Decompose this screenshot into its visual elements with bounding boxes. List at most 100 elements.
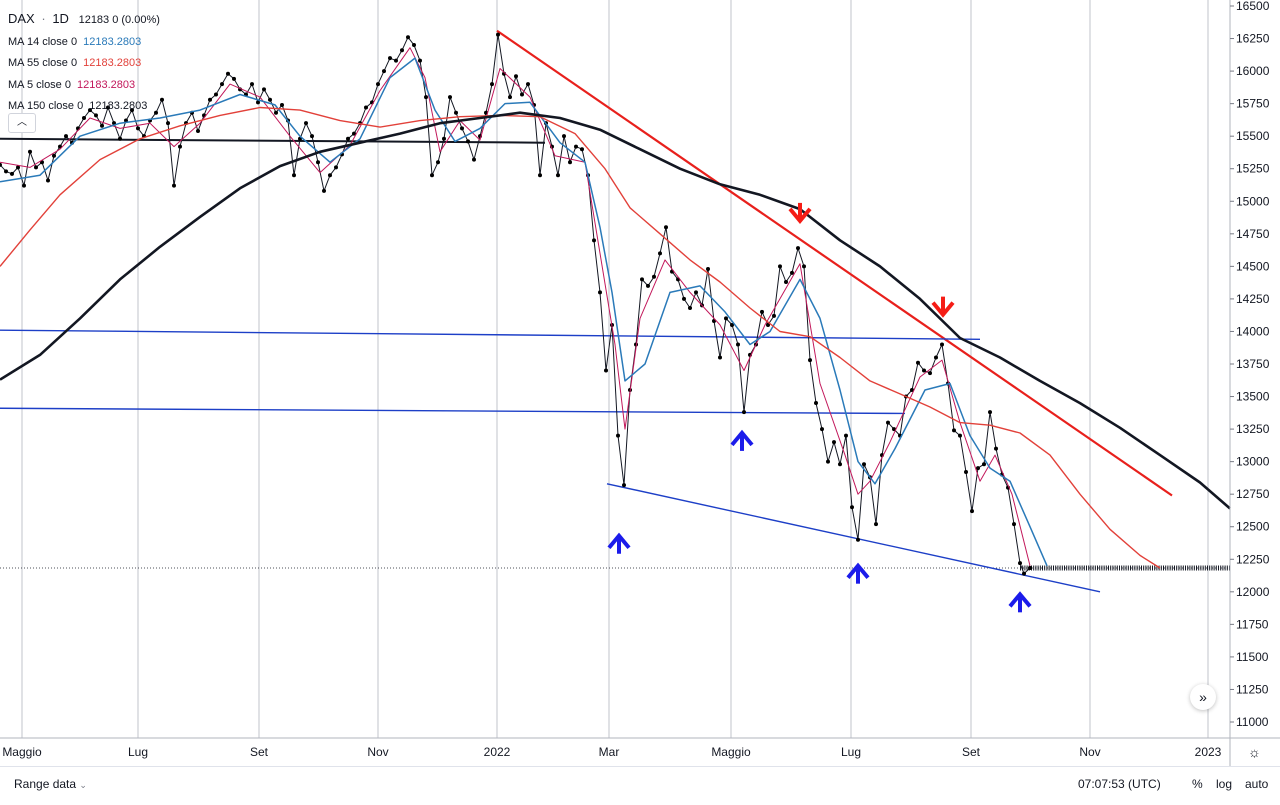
y-tick-label: 16250 [1236, 32, 1270, 46]
legend-title: DAX · 1D 12183 0 (0.00%) [8, 11, 160, 26]
price-point [22, 183, 26, 188]
price-point [1018, 561, 1022, 566]
price-point [922, 368, 926, 373]
x-tick-label: Lug [841, 745, 861, 759]
y-tick-label: 12250 [1236, 552, 1270, 566]
price-point [1028, 565, 1032, 570]
support-trendline [0, 329, 981, 340]
price-point [580, 147, 584, 152]
support-trendline [0, 407, 906, 415]
price-point [16, 165, 20, 170]
percent-scale-toggle[interactable]: % [1192, 777, 1203, 791]
price-point [100, 123, 104, 128]
price-point [208, 97, 212, 102]
x-tick-label: Maggio [2, 745, 42, 759]
bottom-toolbar: Range data ⌄ 07:07:53 (UTC) % log auto [0, 766, 1280, 801]
x-tick-label: 2023 [1195, 745, 1222, 759]
price-point [874, 522, 878, 527]
auto-scale-toggle[interactable]: auto [1245, 777, 1269, 791]
price-point [718, 355, 722, 360]
price-point [160, 97, 164, 102]
price-point [64, 134, 68, 139]
arrow-up-marker [1008, 591, 1032, 613]
price-point [562, 134, 566, 139]
y-tick-label: 13000 [1236, 455, 1270, 469]
y-tick-label: 11000 [1236, 715, 1269, 729]
price-point [94, 113, 98, 118]
collapse-legend-button[interactable]: ︿ [8, 113, 36, 133]
legend-indicator-row[interactable]: MA 150 close 0 12183.2803 [8, 96, 160, 118]
indicator-label: MA 5 close 0 [8, 78, 71, 91]
legend-indicator-row[interactable]: MA 5 close 0 12183.2803 [8, 75, 160, 97]
price-point [388, 56, 392, 61]
price-point [652, 274, 656, 279]
arrow-up-marker [730, 429, 754, 451]
price-point [514, 74, 518, 79]
indicator-value: 12183.2803 [83, 57, 142, 69]
price-point [862, 462, 866, 467]
price-point [742, 410, 746, 415]
range-data-button[interactable]: Range data ⌄ [14, 777, 87, 791]
price-point [814, 401, 818, 406]
y-tick-label: 12500 [1236, 520, 1270, 534]
arrow-down-marker [788, 202, 812, 225]
price-point [784, 279, 788, 284]
price-point [4, 169, 8, 174]
indicator-value: 12183.2803 [76, 78, 136, 91]
indicator-label: MA 55 close 0 [8, 57, 78, 69]
price-point [472, 157, 476, 162]
price-point [820, 427, 824, 432]
price-point [964, 470, 968, 475]
y-tick-label: 11250 [1236, 682, 1269, 696]
price-point [928, 371, 932, 376]
y-tick-label: 15500 [1236, 129, 1270, 143]
scroll-to-realtime-button[interactable]: » [1190, 684, 1216, 710]
price-point [178, 144, 182, 149]
price-point [316, 160, 320, 165]
legend-indicator-row[interactable]: MA 14 close 0 12183.2803 [8, 32, 160, 54]
x-tick-label: 2022 [484, 745, 511, 759]
price-point [136, 126, 140, 131]
range-label: Range data [14, 777, 77, 791]
price-point [466, 139, 470, 144]
price-point [850, 505, 854, 510]
price-point [760, 309, 764, 314]
price-point [886, 420, 890, 425]
arrow-head [931, 301, 955, 318]
price-point [10, 171, 14, 176]
price-point [952, 428, 956, 433]
price-point [934, 355, 938, 360]
y-tick-label: 14750 [1236, 227, 1270, 241]
price-point [682, 296, 686, 301]
price-point [52, 153, 56, 158]
arrow-head [846, 562, 870, 579]
legend-indicator-row[interactable]: MA 55 close 0 12183.2803 [8, 53, 160, 75]
chart-settings-button[interactable]: ☼ [1248, 744, 1261, 760]
price-point [856, 537, 860, 542]
indicator-label: MA 14 close 0 [8, 35, 78, 48]
clock-readout[interactable]: 07:07:53 (UTC) [1078, 777, 1161, 791]
price-point [166, 121, 170, 126]
price-point [994, 446, 998, 451]
price-point [364, 105, 368, 110]
price-point [838, 462, 842, 467]
symbol-name[interactable]: DAX [8, 11, 35, 26]
price-point [280, 102, 284, 107]
y-tick-label: 13500 [1236, 390, 1270, 404]
chevron-up-icon: ︿ [17, 117, 27, 128]
price-point [640, 277, 644, 282]
price-point [262, 87, 266, 92]
resistance-trendline [496, 29, 1173, 497]
price-point [172, 183, 176, 188]
price-point [436, 160, 440, 165]
price-point [520, 92, 524, 97]
arrow-head [788, 207, 812, 225]
price-point [604, 368, 608, 373]
price-point [424, 95, 428, 100]
price-point [274, 110, 278, 115]
interval-label[interactable]: 1D [52, 11, 69, 26]
price-point [808, 358, 812, 363]
log-scale-toggle[interactable]: log [1216, 777, 1233, 791]
